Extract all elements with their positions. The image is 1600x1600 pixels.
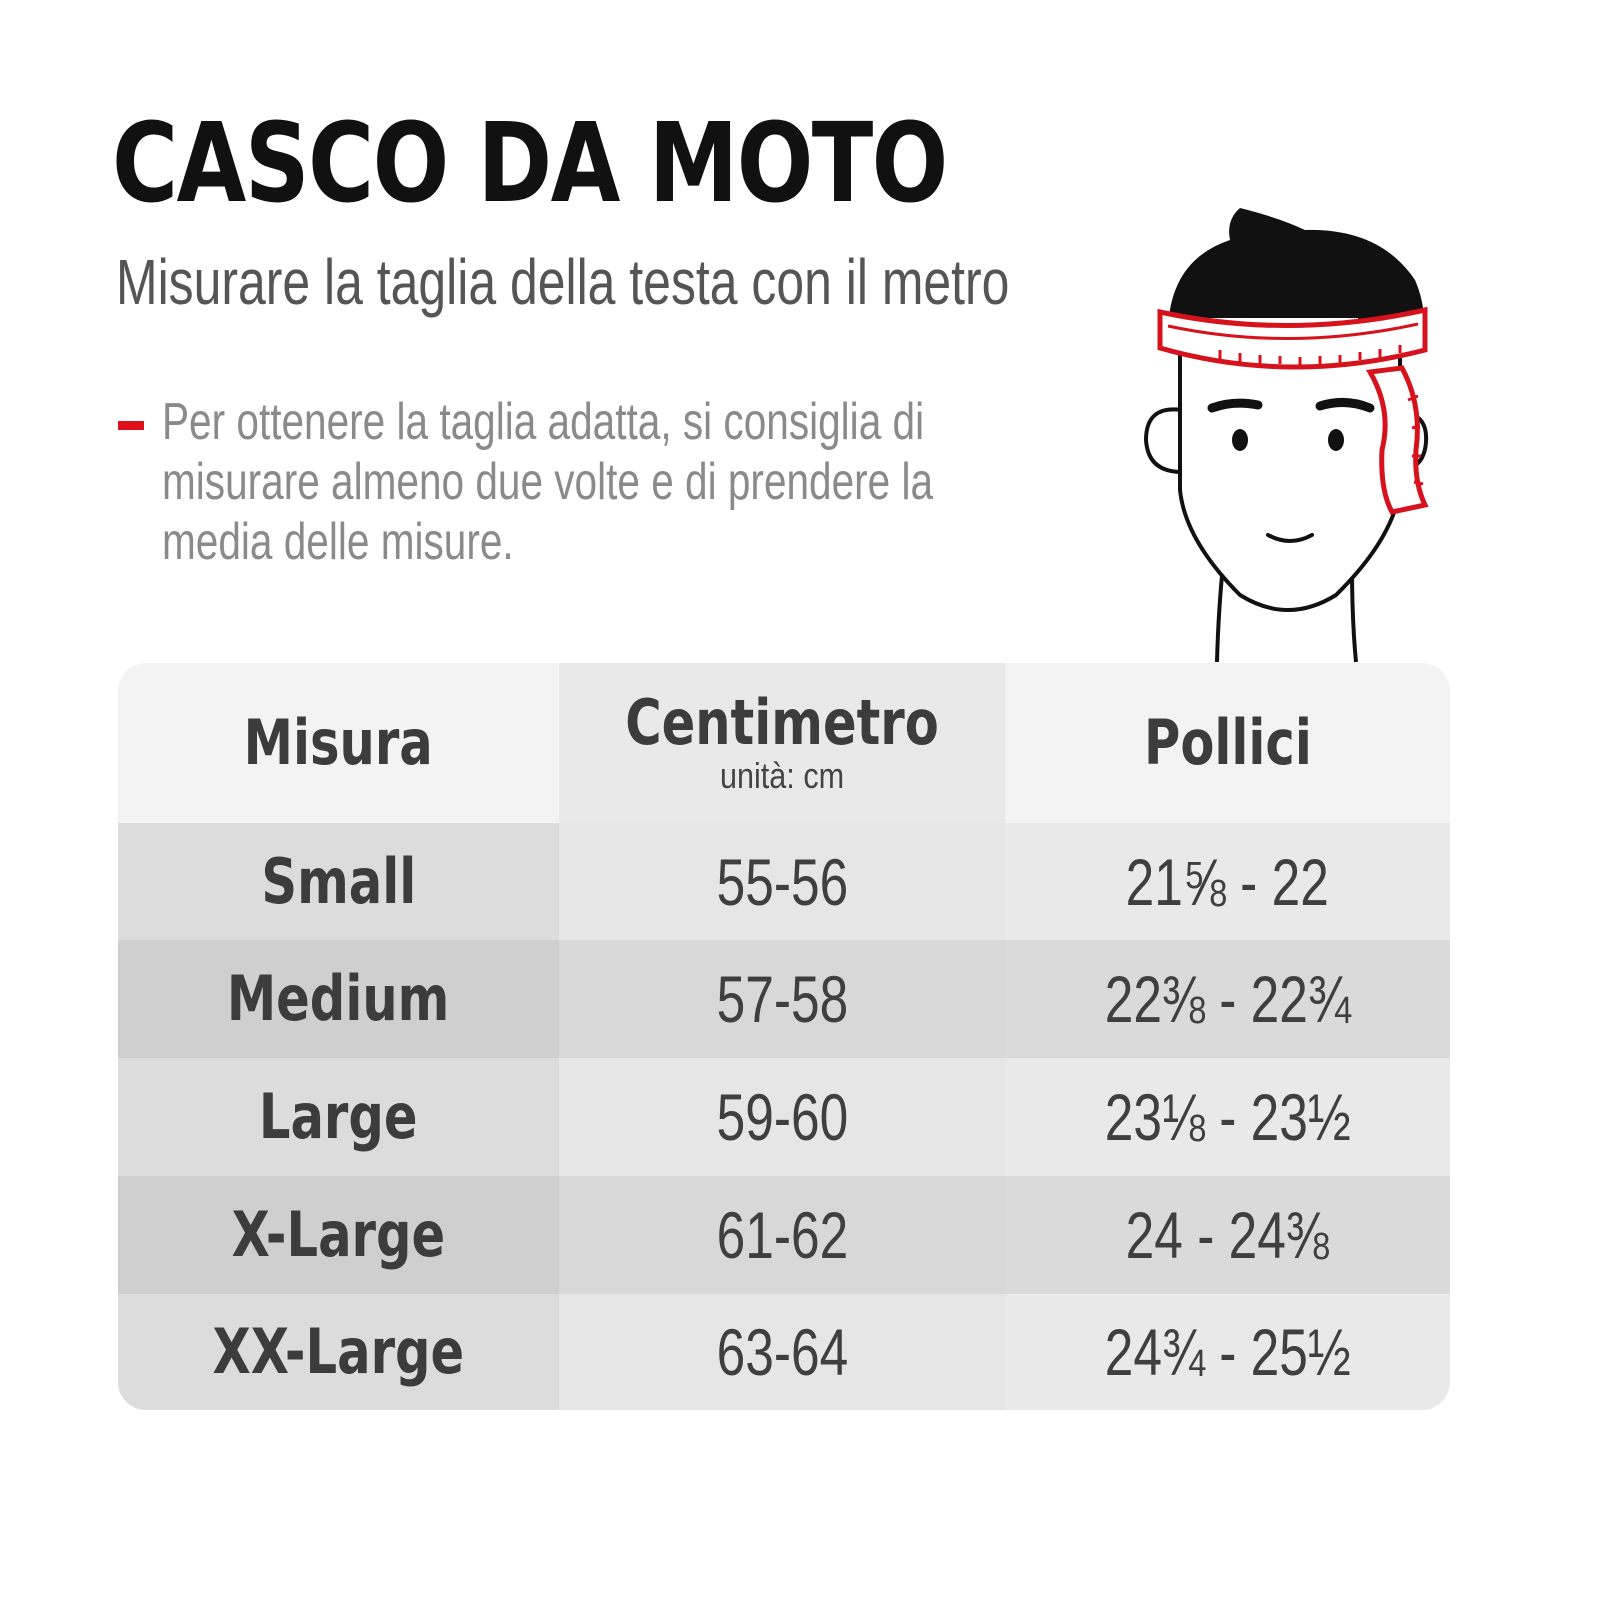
- header-size: Misura: [118, 663, 559, 823]
- size-label: X-Large: [231, 1198, 446, 1271]
- table-row-size: XX-Large: [118, 1294, 559, 1410]
- table-row-size: Small: [118, 823, 559, 940]
- table-row-inches: 23⅛ - 23½: [1005, 1058, 1450, 1176]
- size-label: Large: [259, 1080, 418, 1153]
- size-label: XX-Large: [212, 1315, 465, 1388]
- inches-value: 24¾ - 25½: [1104, 1315, 1351, 1389]
- table-row-inches: 24¾ - 25½: [1005, 1294, 1450, 1410]
- cm-value: 59-60: [716, 1080, 848, 1154]
- header-inches-label: Pollici: [1143, 706, 1312, 779]
- size-label: Small: [261, 844, 416, 918]
- page-title: CASCO DA MOTO: [112, 99, 948, 227]
- table-row-cm: 61-62: [559, 1176, 1005, 1294]
- table-row-cm: 55-56: [559, 823, 1005, 940]
- table-row-cm: 57-58: [559, 940, 1005, 1058]
- table-row-size: Medium: [118, 940, 559, 1058]
- inches-value: 24 - 24⅜: [1125, 1198, 1330, 1272]
- header-cm-label: Centimetro: [625, 686, 939, 759]
- header-size-label: Misura: [243, 706, 434, 779]
- measurement-note: Per ottenere la taglia adatta, si consig…: [162, 393, 934, 571]
- size-label: Medium: [227, 962, 450, 1035]
- cm-value: 61-62: [716, 1198, 848, 1272]
- table-row-inches: 22⅜ - 22¾: [1005, 940, 1450, 1058]
- inches-value: 21⅝ - 22: [1125, 844, 1330, 919]
- page-subtitle: Misurare la taglia della testa con il me…: [116, 246, 1010, 318]
- cm-value: 57-58: [716, 962, 848, 1036]
- table-row-cm: 63-64: [559, 1294, 1005, 1410]
- inches-value: 22⅜ - 22¾: [1104, 962, 1351, 1036]
- table-row-size: Large: [118, 1058, 559, 1176]
- table-row-inches: 21⅝ - 22: [1005, 823, 1450, 940]
- table-row-cm: 59-60: [559, 1058, 1005, 1176]
- table-row-inches: 24 - 24⅜: [1005, 1176, 1450, 1294]
- header-inches: Pollici: [1005, 663, 1450, 823]
- size-chart-table: Misura Centimetro unità: cm Pollici Smal…: [118, 663, 1450, 1410]
- header-cm-unit: unità: cm: [719, 755, 845, 796]
- cm-value: 55-56: [716, 844, 848, 919]
- header-cm: Centimetro unità: cm: [559, 663, 1005, 823]
- cm-value: 63-64: [716, 1315, 848, 1389]
- head-measuring-tape-icon: [1130, 200, 1450, 670]
- bullet-dash-icon: [118, 421, 144, 430]
- table-row-size: X-Large: [118, 1176, 559, 1294]
- inches-value: 23⅛ - 23½: [1104, 1080, 1351, 1154]
